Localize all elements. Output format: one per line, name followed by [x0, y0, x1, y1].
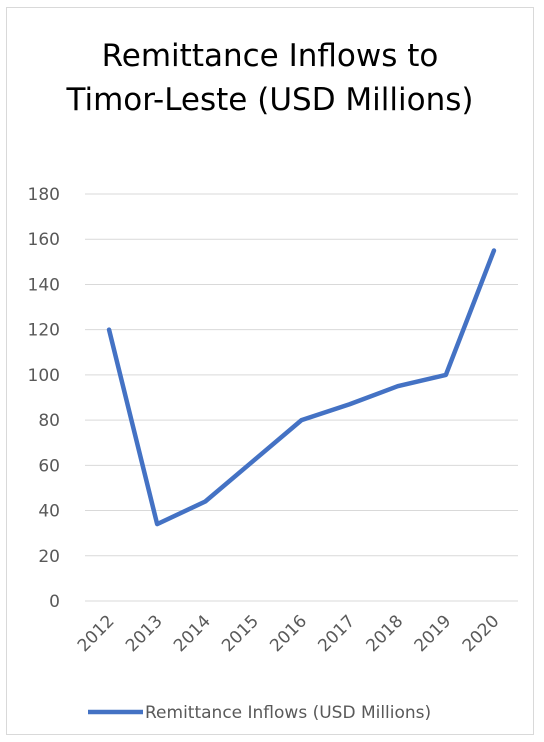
y-tick-label: 40 — [38, 502, 60, 522]
x-tick-label: 2019 — [411, 611, 456, 656]
x-tick-label: 2018 — [363, 611, 408, 656]
y-tick-label: 140 — [28, 275, 60, 295]
y-tick-label: 20 — [38, 547, 60, 567]
x-tick-label: 2017 — [314, 611, 359, 656]
x-tick-label: 2012 — [74, 611, 119, 656]
legend-label: Remittance Inflows (USD Millions) — [145, 703, 431, 723]
y-tick-label: 100 — [28, 366, 60, 386]
series-line — [106, 248, 497, 527]
x-tick-label: 2015 — [218, 611, 263, 656]
y-tick-label: 60 — [38, 456, 60, 476]
x-tick-label: 2014 — [170, 611, 215, 656]
x-tick-label: 2016 — [266, 611, 311, 656]
y-tick-label: 180 — [28, 185, 60, 205]
chart-title: Remittance Inflows to Timor-Leste (USD M… — [66, 38, 474, 118]
y-tick-label: 160 — [28, 230, 60, 250]
y-tick-label: 120 — [28, 321, 60, 341]
y-tick-label: 0 — [49, 592, 60, 612]
x-tick-label: 2013 — [122, 611, 167, 656]
x-tick-label: 2020 — [459, 611, 504, 656]
y-tick-label: 80 — [38, 411, 60, 431]
